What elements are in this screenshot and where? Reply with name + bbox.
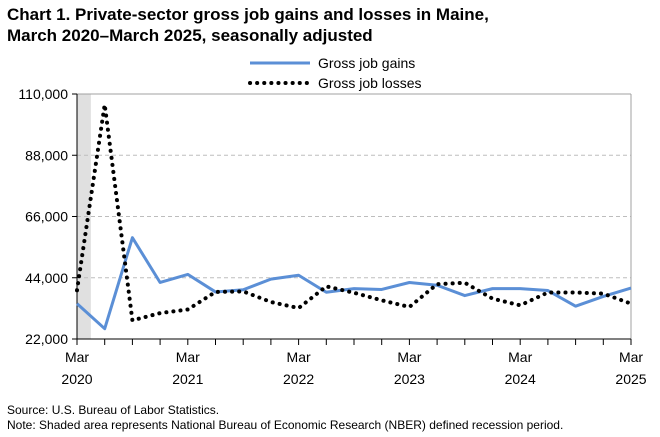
x-tick-label-month: Mar [287, 349, 311, 365]
x-tick-label-month: Mar [176, 349, 200, 365]
legend-label: Gross job gains [318, 55, 415, 71]
x-tick-label-year: 2025 [615, 371, 646, 387]
y-tick-label: 88,000 [25, 147, 68, 163]
series-line-gross-job-losses [75, 104, 633, 323]
x-tick-label-year: 2023 [394, 371, 425, 387]
x-tick-label-month: Mar [619, 349, 643, 365]
x-tick-label-year: 2024 [505, 371, 536, 387]
y-tick-label: 110,000 [18, 86, 68, 102]
chart-title: Chart 1. Private-sector gross job gains … [7, 5, 489, 45]
y-tick-label: 22,000 [25, 331, 68, 347]
x-tick-label-month: Mar [508, 349, 532, 365]
y-tick-label: 44,000 [25, 270, 68, 286]
source-note: Source: U.S. Bureau of Labor Statistics. [7, 403, 220, 417]
x-tick-label-year: 2020 [61, 371, 92, 387]
y-tick-label: 66,000 [25, 209, 68, 225]
footnote: Note: Shaded area represents National Bu… [7, 418, 564, 432]
x-tick-label-month: Mar [65, 349, 89, 365]
x-tick-label-month: Mar [397, 349, 421, 365]
x-tick-label-year: 2021 [172, 371, 203, 387]
legend-label: Gross job losses [318, 75, 421, 91]
x-tick-label-year: 2022 [283, 371, 314, 387]
series-line-gross-job-gains [75, 236, 632, 331]
